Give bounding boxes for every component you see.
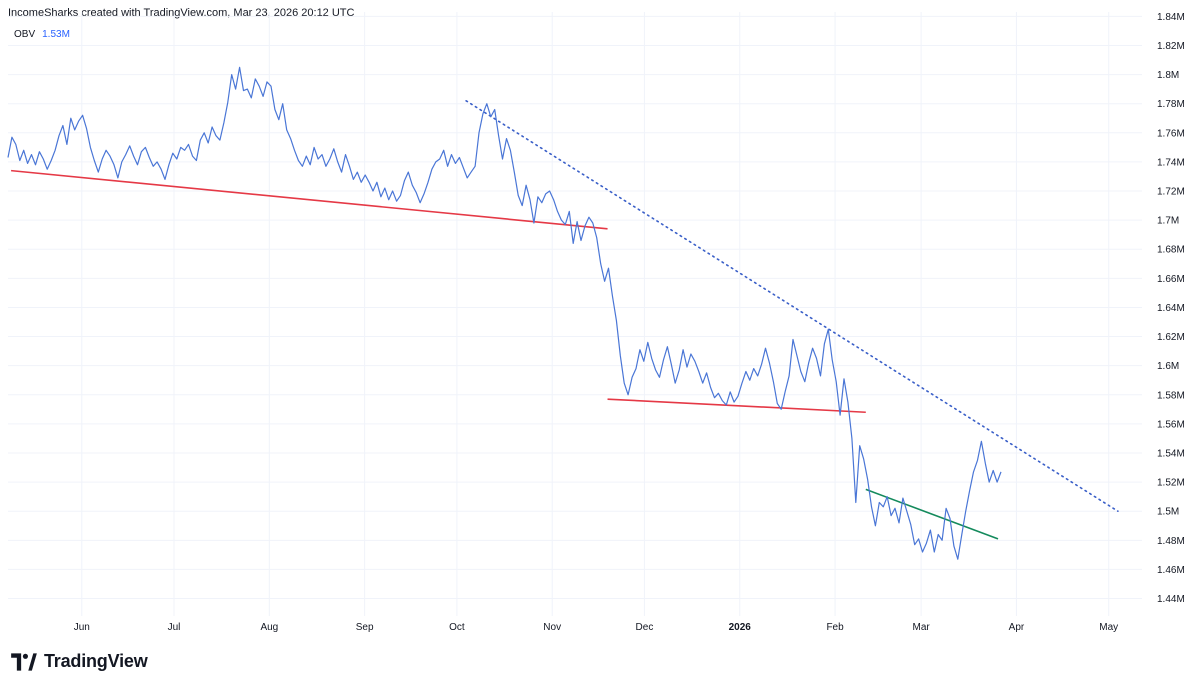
chart-grid bbox=[8, 12, 1142, 616]
y-tick-label: 1.5M bbox=[1157, 507, 1179, 518]
y-tick-label: 1.64M bbox=[1157, 303, 1185, 314]
y-tick-label: 1.76M bbox=[1157, 128, 1185, 139]
x-tick-label: Dec bbox=[636, 622, 654, 633]
y-tick-label: 1.6M bbox=[1157, 361, 1179, 372]
x-tick-label: Nov bbox=[543, 622, 561, 633]
tradingview-brand[interactable]: TradingView bbox=[10, 651, 148, 672]
x-tick-label: Mar bbox=[913, 622, 931, 633]
trendline-1 bbox=[607, 398, 866, 414]
y-tick-label: 1.46M bbox=[1157, 565, 1185, 576]
y-tick-label: 1.72M bbox=[1157, 187, 1185, 198]
y-tick-label: 1.68M bbox=[1157, 245, 1185, 256]
y-tick-label: 1.62M bbox=[1157, 332, 1185, 343]
obv-series-line bbox=[7, 66, 1002, 560]
drawn-trendlines bbox=[10, 99, 1119, 540]
indicator-name: OBV bbox=[14, 29, 36, 40]
x-tick-label: Jul bbox=[168, 622, 181, 633]
x-tick-label: Jun bbox=[74, 622, 90, 633]
indicator-legend[interactable]: OBV 1.53M bbox=[14, 29, 70, 40]
trendline-0 bbox=[10, 169, 608, 230]
x-tick-label: Aug bbox=[260, 622, 278, 633]
y-tick-label: 1.66M bbox=[1157, 274, 1185, 285]
y-tick-label: 1.78M bbox=[1157, 99, 1185, 110]
y-tick-label: 1.84M bbox=[1157, 12, 1185, 23]
y-tick-label: 1.44M bbox=[1157, 594, 1185, 605]
x-tick-label: Oct bbox=[449, 622, 465, 633]
y-tick-label: 1.82M bbox=[1157, 41, 1185, 52]
y-tick-label: 1.7M bbox=[1157, 216, 1179, 227]
y-tick-label: 1.58M bbox=[1157, 390, 1185, 401]
x-tick-label: Sep bbox=[356, 622, 374, 633]
x-tick-label: Feb bbox=[826, 622, 844, 633]
time-axis: Jun Jul Aug Sep Oct Nov Dec 2026 Feb Mar Apr May bbox=[74, 622, 1118, 633]
y-tick-label: 1.54M bbox=[1157, 448, 1185, 459]
y-tick-label: 1.48M bbox=[1157, 536, 1185, 547]
x-tick-label: Apr bbox=[1009, 622, 1025, 633]
trendline-2 bbox=[865, 488, 999, 540]
dotted-trendline bbox=[465, 99, 1119, 513]
y-tick-label: 1.8M bbox=[1157, 70, 1179, 81]
y-tick-label: 1.52M bbox=[1157, 478, 1185, 489]
y-tick-label: 1.56M bbox=[1157, 419, 1185, 430]
tradingview-wordmark: TradingView bbox=[44, 651, 148, 671]
x-tick-label: 2026 bbox=[729, 622, 752, 633]
price-axis: 1.44M 1.46M 1.48M 1.5M 1.52M 1.54M 1.56M 1.58M 1… bbox=[1157, 12, 1185, 605]
x-tick-label: May bbox=[1099, 622, 1118, 633]
tradingview-logo-icon bbox=[11, 652, 37, 671]
indicator-value: 1.53M bbox=[42, 29, 70, 40]
y-tick-label: 1.74M bbox=[1157, 157, 1185, 168]
